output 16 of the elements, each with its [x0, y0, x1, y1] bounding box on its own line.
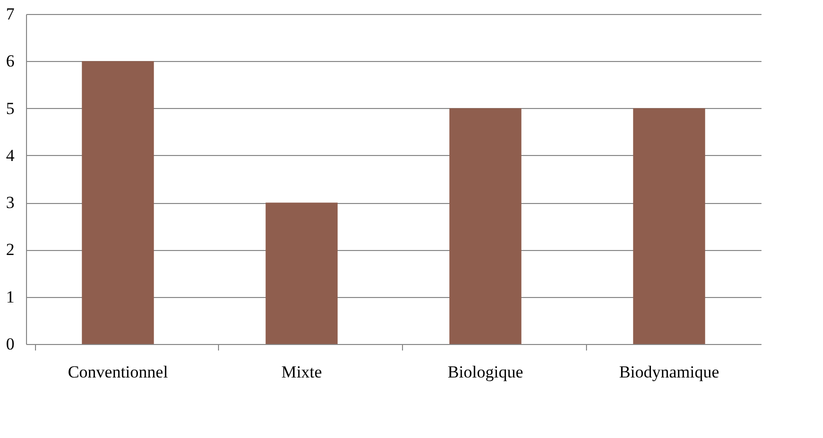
bar: [633, 108, 706, 344]
bar: [82, 61, 154, 344]
x-tick-label: Conventionnel: [68, 362, 168, 382]
y-tick-label: 0: [6, 334, 14, 354]
x-tick-label: Mixte: [281, 362, 322, 382]
bar: [449, 108, 522, 344]
bar: [266, 202, 338, 344]
y-tick-label: 3: [6, 193, 14, 212]
x-tick-label: Biodynamique: [619, 362, 720, 382]
y-tick-label: 4: [6, 146, 15, 165]
y-tick-label: 7: [6, 4, 15, 24]
y-tick-label: 6: [6, 52, 14, 71]
y-tick-label: 5: [6, 98, 14, 118]
y-tick-label: 1: [6, 287, 14, 306]
x-tick-label: Biologique: [448, 362, 524, 382]
y-tick-label: 2: [6, 240, 14, 260]
